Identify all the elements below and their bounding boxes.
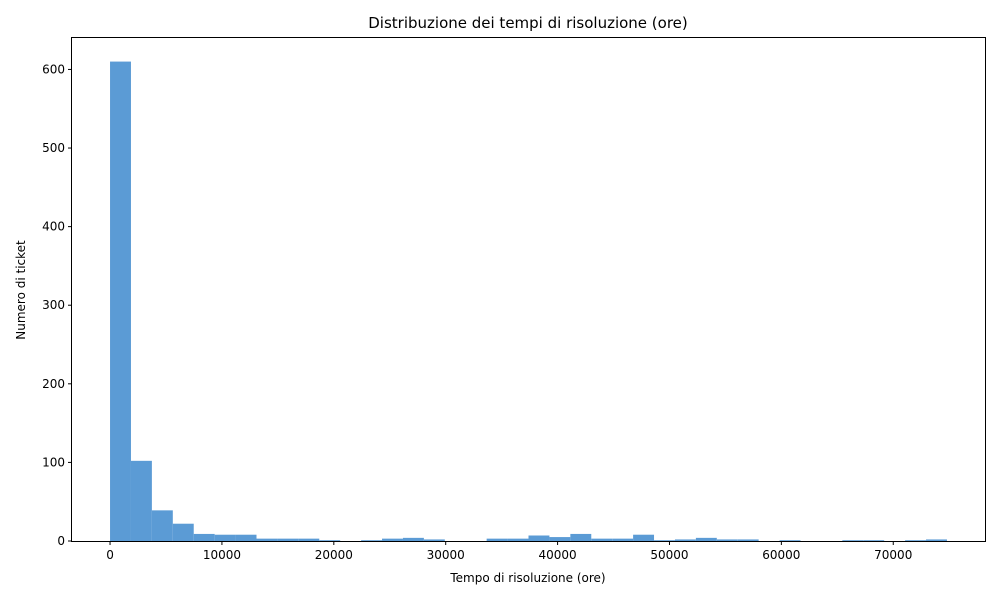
histogram-bar-2 xyxy=(151,510,173,541)
histogram-bar-32 xyxy=(779,540,801,542)
histogram-bar-22 xyxy=(570,533,592,541)
histogram-bar-23 xyxy=(591,538,613,541)
histogram-bar-20 xyxy=(528,535,550,541)
y-tick-label: 300 xyxy=(42,298,65,312)
histogram-bar-38 xyxy=(905,540,927,542)
histogram-bar-24 xyxy=(612,538,634,541)
x-axis-title: Tempo di risoluzione (ore) xyxy=(449,571,605,585)
histogram-bar-5 xyxy=(214,534,236,541)
histogram-bar-3 xyxy=(172,523,194,541)
x-tick-label: 40000 xyxy=(538,548,576,562)
x-tick-label: 30000 xyxy=(427,548,465,562)
x-tick-label: 50000 xyxy=(650,548,688,562)
x-tick-label: 10000 xyxy=(203,548,241,562)
histogram-bar-13 xyxy=(382,538,403,541)
y-tick-label: 400 xyxy=(42,220,65,234)
histogram-bar-26 xyxy=(654,540,675,542)
histogram-bar-10 xyxy=(319,540,341,542)
histogram-bar-19 xyxy=(507,538,529,541)
histogram-bar-6 xyxy=(235,534,257,541)
histogram-bar-30 xyxy=(737,539,759,541)
y-tick-label: 600 xyxy=(42,62,65,76)
x-tick-label: 0 xyxy=(106,548,114,562)
chart-title: Distribuzione dei tempi di risoluzione (… xyxy=(368,14,688,32)
histogram-bar-21 xyxy=(549,537,571,541)
y-axis-ticks: 0 100 200 300 400 500 600 xyxy=(42,62,72,548)
histogram-bars xyxy=(110,61,947,542)
histogram-bar-0 xyxy=(110,61,131,541)
histogram-bar-9 xyxy=(298,538,320,541)
histogram-bar-27 xyxy=(674,539,696,541)
histogram-bar-18 xyxy=(486,538,508,541)
histogram-bar-7 xyxy=(256,538,278,541)
x-axis-ticks: 0 10000 20000 30000 40000 50000 60000 70000 xyxy=(106,541,912,562)
plot-area-frame xyxy=(71,37,986,542)
histogram-bar-15 xyxy=(423,539,445,541)
histogram-bar-4 xyxy=(193,533,215,541)
histogram-bar-14 xyxy=(402,537,424,541)
histogram-bar-12 xyxy=(361,540,383,542)
y-tick-label: 500 xyxy=(42,141,65,155)
y-tick-label: 200 xyxy=(42,377,65,391)
y-tick-label: 100 xyxy=(42,455,65,469)
y-tick-label: 0 xyxy=(57,534,65,548)
histogram-bar-25 xyxy=(633,534,655,541)
histogram-bar-29 xyxy=(716,539,738,541)
x-tick-label: 70000 xyxy=(874,548,912,562)
histogram-bar-36 xyxy=(863,540,885,542)
x-tick-label: 60000 xyxy=(762,548,800,562)
histogram-bar-35 xyxy=(842,540,864,542)
histogram-bar-28 xyxy=(695,537,717,541)
x-tick-label: 20000 xyxy=(315,548,353,562)
y-axis-title: Numero di ticket xyxy=(14,240,28,340)
histogram-bar-39 xyxy=(926,539,947,541)
histogram-bar-1 xyxy=(130,460,152,541)
histogram-bar-8 xyxy=(277,538,299,541)
